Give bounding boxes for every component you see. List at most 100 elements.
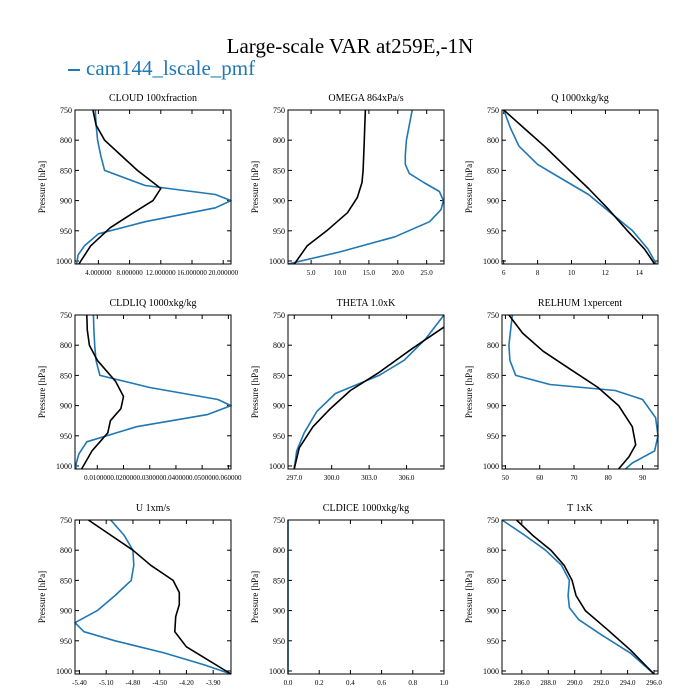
panel-3: Q 1000xkg/kg Pressure [hPa] 750 800 850 900 95… bbox=[464, 93, 659, 277]
x-tick-label: 0.010000 bbox=[84, 474, 111, 482]
y-tick-label: 850 bbox=[487, 576, 499, 585]
x-tick-label: 297.0 bbox=[286, 474, 302, 482]
x-tick-label: 0.2 bbox=[315, 679, 324, 687]
x-tick-label: 294.0 bbox=[620, 679, 636, 687]
x-tick-label: 14 bbox=[636, 269, 644, 277]
panel-8: CLDICE 1000xkg/kg Pressure [hPa] 750 800 850… bbox=[250, 503, 449, 687]
x-tick-label: 1.0 bbox=[440, 679, 449, 687]
x-tick-label: 20.0 bbox=[392, 269, 405, 277]
panel-2: OMEGA 864xPa/s Pressure [hPa] 750 800 850 900… bbox=[250, 93, 445, 277]
panel-title: CLDICE 1000xkg/kg bbox=[323, 503, 409, 514]
y-axis-label: Pressure [hPa] bbox=[250, 161, 260, 213]
x-tick-label: 80 bbox=[605, 474, 613, 482]
model-profile-line bbox=[287, 109, 445, 265]
obs-profile-line bbox=[293, 326, 445, 470]
y-tick-label: 750 bbox=[487, 311, 499, 320]
y-axis-label: Pressure [hPa] bbox=[250, 571, 260, 623]
y-tick-label: 900 bbox=[60, 402, 72, 411]
y-axis-label: Pressure [hPa] bbox=[464, 366, 474, 418]
y-tick-label: 850 bbox=[487, 166, 499, 175]
panel-title: Q 1000xkg/kg bbox=[551, 93, 609, 104]
x-tick-label: 0.020000 bbox=[110, 474, 137, 482]
y-tick-label: 800 bbox=[273, 136, 285, 145]
panel-title: CLDLIQ 1000xkg/kg bbox=[110, 298, 197, 309]
x-tick-label: -5.40 bbox=[72, 679, 87, 687]
y-tick-label: 1000 bbox=[269, 462, 285, 471]
obs-profile-line bbox=[503, 109, 656, 265]
x-tick-label: 8.000000 bbox=[116, 269, 143, 277]
y-tick-label: 750 bbox=[273, 311, 285, 320]
x-tick-label: 70 bbox=[571, 474, 579, 482]
legend-label: cam144_lscale_pmf bbox=[86, 56, 256, 80]
legend-line-swatch bbox=[68, 69, 80, 72]
y-tick-label: 1000 bbox=[483, 462, 499, 471]
y-tick-label: 850 bbox=[487, 371, 499, 380]
y-tick-label: 950 bbox=[273, 227, 285, 236]
y-tick-label: 900 bbox=[487, 607, 499, 616]
panel-5: THETA 1.0xK Pressure [hPa] 750 800 850 900 950… bbox=[250, 298, 445, 482]
x-tick-label: 286.0 bbox=[514, 679, 530, 687]
obs-profile-line bbox=[80, 314, 125, 470]
y-tick-label: 950 bbox=[60, 432, 72, 441]
x-tick-label: 292.0 bbox=[593, 679, 609, 687]
y-tick-label: 850 bbox=[60, 371, 72, 380]
x-tick-label: -4.50 bbox=[152, 679, 167, 687]
model-profile-line bbox=[74, 519, 232, 675]
x-tick-label: 20.000000 bbox=[208, 269, 238, 277]
model-profile-line bbox=[508, 314, 659, 470]
x-tick-label: 16.000000 bbox=[177, 269, 207, 277]
x-tick-label: 300.0 bbox=[324, 474, 340, 482]
obs-profile-line bbox=[78, 109, 162, 265]
x-tick-label: 6 bbox=[502, 269, 506, 277]
y-tick-label: 1000 bbox=[483, 667, 499, 676]
y-axis-label: Pressure [hPa] bbox=[250, 366, 260, 418]
y-tick-label: 750 bbox=[273, 106, 285, 115]
plot-frame bbox=[501, 109, 659, 265]
x-tick-label: 306.0 bbox=[399, 474, 415, 482]
y-tick-label: 950 bbox=[60, 637, 72, 646]
obs-profile-line bbox=[87, 519, 232, 675]
x-tick-label: 8 bbox=[536, 269, 540, 277]
y-axis-label: Pressure [hPa] bbox=[464, 571, 474, 623]
y-axis-label: Pressure [hPa] bbox=[37, 366, 47, 418]
panel-6: RELHUM 1xpercent Pressure [hPa] 750 800 850 9… bbox=[464, 298, 659, 482]
panel-title: OMEGA 864xPa/s bbox=[328, 93, 403, 104]
y-tick-label: 1000 bbox=[56, 462, 72, 471]
x-tick-label: 25.0 bbox=[421, 269, 434, 277]
y-tick-label: 900 bbox=[60, 197, 72, 206]
y-axis-label: Pressure [hPa] bbox=[37, 161, 47, 213]
plot-frame bbox=[287, 109, 445, 265]
panel-title: THETA 1.0xK bbox=[337, 298, 396, 309]
plot-frame bbox=[74, 314, 232, 470]
figure-title: Large-scale VAR at259E,-1N bbox=[226, 34, 474, 58]
x-tick-label: 290.0 bbox=[567, 679, 583, 687]
plot-frame bbox=[501, 314, 659, 470]
x-tick-label: 10 bbox=[568, 269, 576, 277]
y-tick-label: 900 bbox=[487, 197, 499, 206]
y-tick-label: 800 bbox=[60, 546, 72, 555]
y-axis-label: Pressure [hPa] bbox=[464, 161, 474, 213]
plot-frame bbox=[287, 314, 445, 470]
y-tick-label: 900 bbox=[273, 197, 285, 206]
obs-profile-line bbox=[293, 109, 367, 265]
y-tick-label: 1000 bbox=[56, 667, 72, 676]
y-tick-label: 750 bbox=[60, 516, 72, 525]
y-tick-label: 800 bbox=[273, 546, 285, 555]
x-tick-label: 10.0 bbox=[334, 269, 347, 277]
x-tick-label: 0.060000 bbox=[215, 474, 242, 482]
x-tick-label: 15.0 bbox=[363, 269, 376, 277]
y-tick-label: 850 bbox=[273, 166, 285, 175]
x-tick-label: 12.000000 bbox=[146, 269, 176, 277]
x-tick-label: 50 bbox=[502, 474, 510, 482]
y-tick-label: 750 bbox=[60, 106, 72, 115]
x-tick-label: 0.030000 bbox=[137, 474, 164, 482]
x-tick-label: 5.0 bbox=[307, 269, 316, 277]
x-tick-label: -4.80 bbox=[126, 679, 141, 687]
y-tick-label: 750 bbox=[60, 311, 72, 320]
y-tick-label: 900 bbox=[487, 402, 499, 411]
y-tick-label: 950 bbox=[60, 227, 72, 236]
x-tick-label: 0.6 bbox=[377, 679, 386, 687]
panel-7: U 1xm/s Pressure [hPa] 750 800 850 900 950 1000… bbox=[37, 503, 232, 687]
x-tick-label: 90 bbox=[639, 474, 647, 482]
